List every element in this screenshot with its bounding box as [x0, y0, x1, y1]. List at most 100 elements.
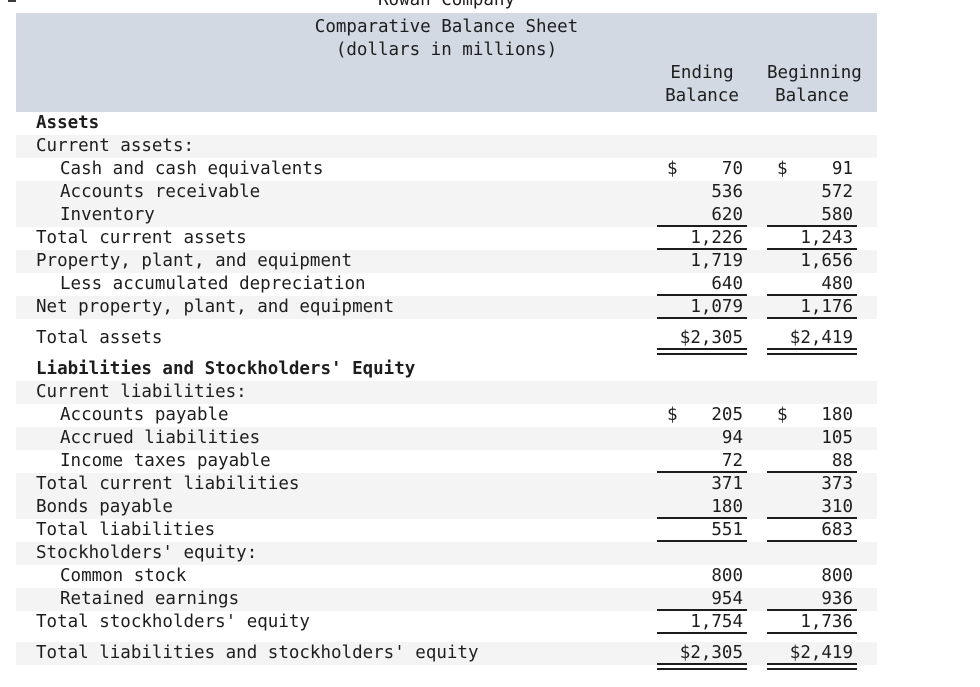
beginning-balance-value: 1,656: [800, 251, 853, 271]
ending-balance-cell: 1,754: [657, 611, 747, 634]
ending-balance-cell: 94: [657, 427, 747, 450]
ending-balance-cell: 620: [657, 204, 747, 227]
row-label: Common stock: [60, 566, 187, 586]
ending-balance-cell: 371: [657, 473, 747, 496]
ending-balance-cell: 954: [657, 588, 747, 611]
column-header-spacer: [16, 62, 657, 85]
ending-balance-cell: $2,305: [657, 642, 747, 670]
beginning-balance-cell: 1,736: [767, 611, 857, 634]
balance-sheet-table: Assets Current assets: Cash and cash equiv…: [16, 112, 877, 670]
company-name: Rowan Company: [378, 0, 515, 10]
ending-balance-value: 1,754: [690, 612, 743, 632]
column-headers-line-1: Ending Beginning: [16, 62, 877, 85]
table-row: Stockholders' equity:: [16, 542, 877, 565]
ending-balance-value: 70: [721, 159, 743, 179]
ending-balance-value: 800: [711, 566, 743, 586]
ending-balance-value: $2,305: [679, 328, 743, 348]
ending-balance-cell: 800: [657, 565, 747, 588]
table-row: Accounts receivable 536 572: [16, 181, 877, 204]
beginning-balance-value: $2,419: [789, 643, 853, 663]
beginning-balance-cell: 580: [767, 204, 857, 227]
ending-balance-cell: 536: [657, 181, 747, 204]
row-label: Inventory: [60, 205, 155, 225]
ending-balance-value: 536: [711, 182, 743, 202]
ending-balance-column-header: Ending: [670, 63, 734, 83]
row-label: Liabilities and Stockholders' Equity: [36, 359, 416, 379]
beginning-balance-cell: 936: [767, 588, 857, 611]
beginning-balance-value: 180: [821, 405, 853, 425]
row-label: Cash and cash equivalents: [60, 159, 324, 179]
beginning-balance-cell: [767, 542, 857, 565]
row-label: Net property, plant, and equipment: [36, 297, 395, 317]
row-label: Assets: [36, 113, 100, 133]
ending-balance-cell: [657, 112, 747, 135]
ending-balance-value: 640: [711, 274, 743, 294]
beginning-balance-cell: [767, 358, 857, 381]
column-header-spacer: [16, 85, 657, 108]
comparative-balance-sheet: Rowan Company Comparative Balance Sheet …: [16, 0, 877, 670]
table-row: Retained earnings 954 936: [16, 588, 877, 611]
table-row: Common stock 800 800: [16, 565, 877, 588]
ending-balance-cell: $70: [657, 158, 747, 181]
table-row: Accrued liabilities 94 105: [16, 427, 877, 450]
ending-balance-value: $2,305: [679, 643, 743, 663]
row-label: Total current assets: [36, 228, 247, 248]
row-label: Total liabilities: [36, 520, 216, 540]
row-label: Current assets:: [36, 136, 195, 156]
table-row: Accounts payable $205 $180: [16, 404, 877, 427]
beginning-balance-cell: 683: [767, 519, 857, 542]
beginning-balance-cell: $180: [767, 404, 857, 427]
ending-balance-cell: 1,079: [657, 296, 747, 319]
table-row: Total liabilities 551 683: [16, 519, 877, 542]
ending-balance-cell: [657, 135, 747, 158]
beginning-balance-cell: 1,656: [767, 250, 857, 273]
ending-balance-cell: 640: [657, 273, 747, 296]
beginning-balance-cell: 572: [767, 181, 857, 204]
statement-title: Comparative Balance Sheet: [314, 17, 579, 37]
ending-balance-cell: 72: [657, 450, 747, 473]
table-row: Less accumulated depreciation 640 480: [16, 273, 877, 296]
row-label: Accounts receivable: [60, 182, 261, 202]
row-label: Total assets: [36, 328, 163, 348]
ending-balance-value: 180: [711, 497, 743, 517]
dollar-sign: $: [667, 405, 678, 425]
table-row: Bonds payable 180 310: [16, 496, 877, 519]
beginning-balance-cell: 310: [767, 496, 857, 519]
beginning-balance-cell: 1,176: [767, 296, 857, 319]
beginning-balance-value: $2,419: [789, 328, 853, 348]
ending-balance-cell: [657, 358, 747, 381]
row-label: Current liabilities:: [36, 382, 247, 402]
table-row: Total liabilities and stockholders' equi…: [16, 642, 877, 670]
ending-balance-value: 1,079: [690, 297, 743, 317]
beginning-balance-cell: 800: [767, 565, 857, 588]
beginning-balance-cell: $2,419: [767, 642, 857, 670]
beginning-balance-value: 88: [831, 451, 853, 471]
beginning-balance-value: 310: [821, 497, 853, 517]
beginning-balance-value: 572: [821, 182, 853, 202]
row-label: Total current liabilities: [36, 474, 300, 494]
beginning-balance-value: 91: [831, 159, 853, 179]
table-row: Property, plant, and equipment 1,719 1,656: [16, 250, 877, 273]
ending-balance-cell: 1,719: [657, 250, 747, 273]
beginning-balance-value: 936: [821, 589, 853, 609]
beginning-balance-value: 800: [821, 566, 853, 586]
row-label: Total stockholders' equity: [36, 612, 310, 632]
ending-balance-cell: [657, 542, 747, 565]
row-label: Stockholders' equity:: [36, 543, 258, 563]
row-label: Property, plant, and equipment: [36, 251, 353, 271]
beginning-balance-value: 1,736: [800, 612, 853, 632]
beginning-balance-value: 480: [821, 274, 853, 294]
ending-balance-value: 72: [721, 451, 743, 471]
row-label: Less accumulated depreciation: [60, 274, 366, 294]
table-row: Net property, plant, and equipment 1,079 1…: [16, 296, 877, 319]
dollar-sign: $: [667, 159, 678, 179]
ending-balance-value: 371: [711, 474, 743, 494]
beginning-balance-value: 105: [821, 428, 853, 448]
beginning-balance-cell: 1,243: [767, 227, 857, 250]
table-row: Current assets:: [16, 135, 877, 158]
ending-balance-cell: $205: [657, 404, 747, 427]
row-label: Retained earnings: [60, 589, 240, 609]
beginning-balance-value: 1,243: [800, 228, 853, 248]
ending-balance-value: 551: [711, 520, 743, 540]
